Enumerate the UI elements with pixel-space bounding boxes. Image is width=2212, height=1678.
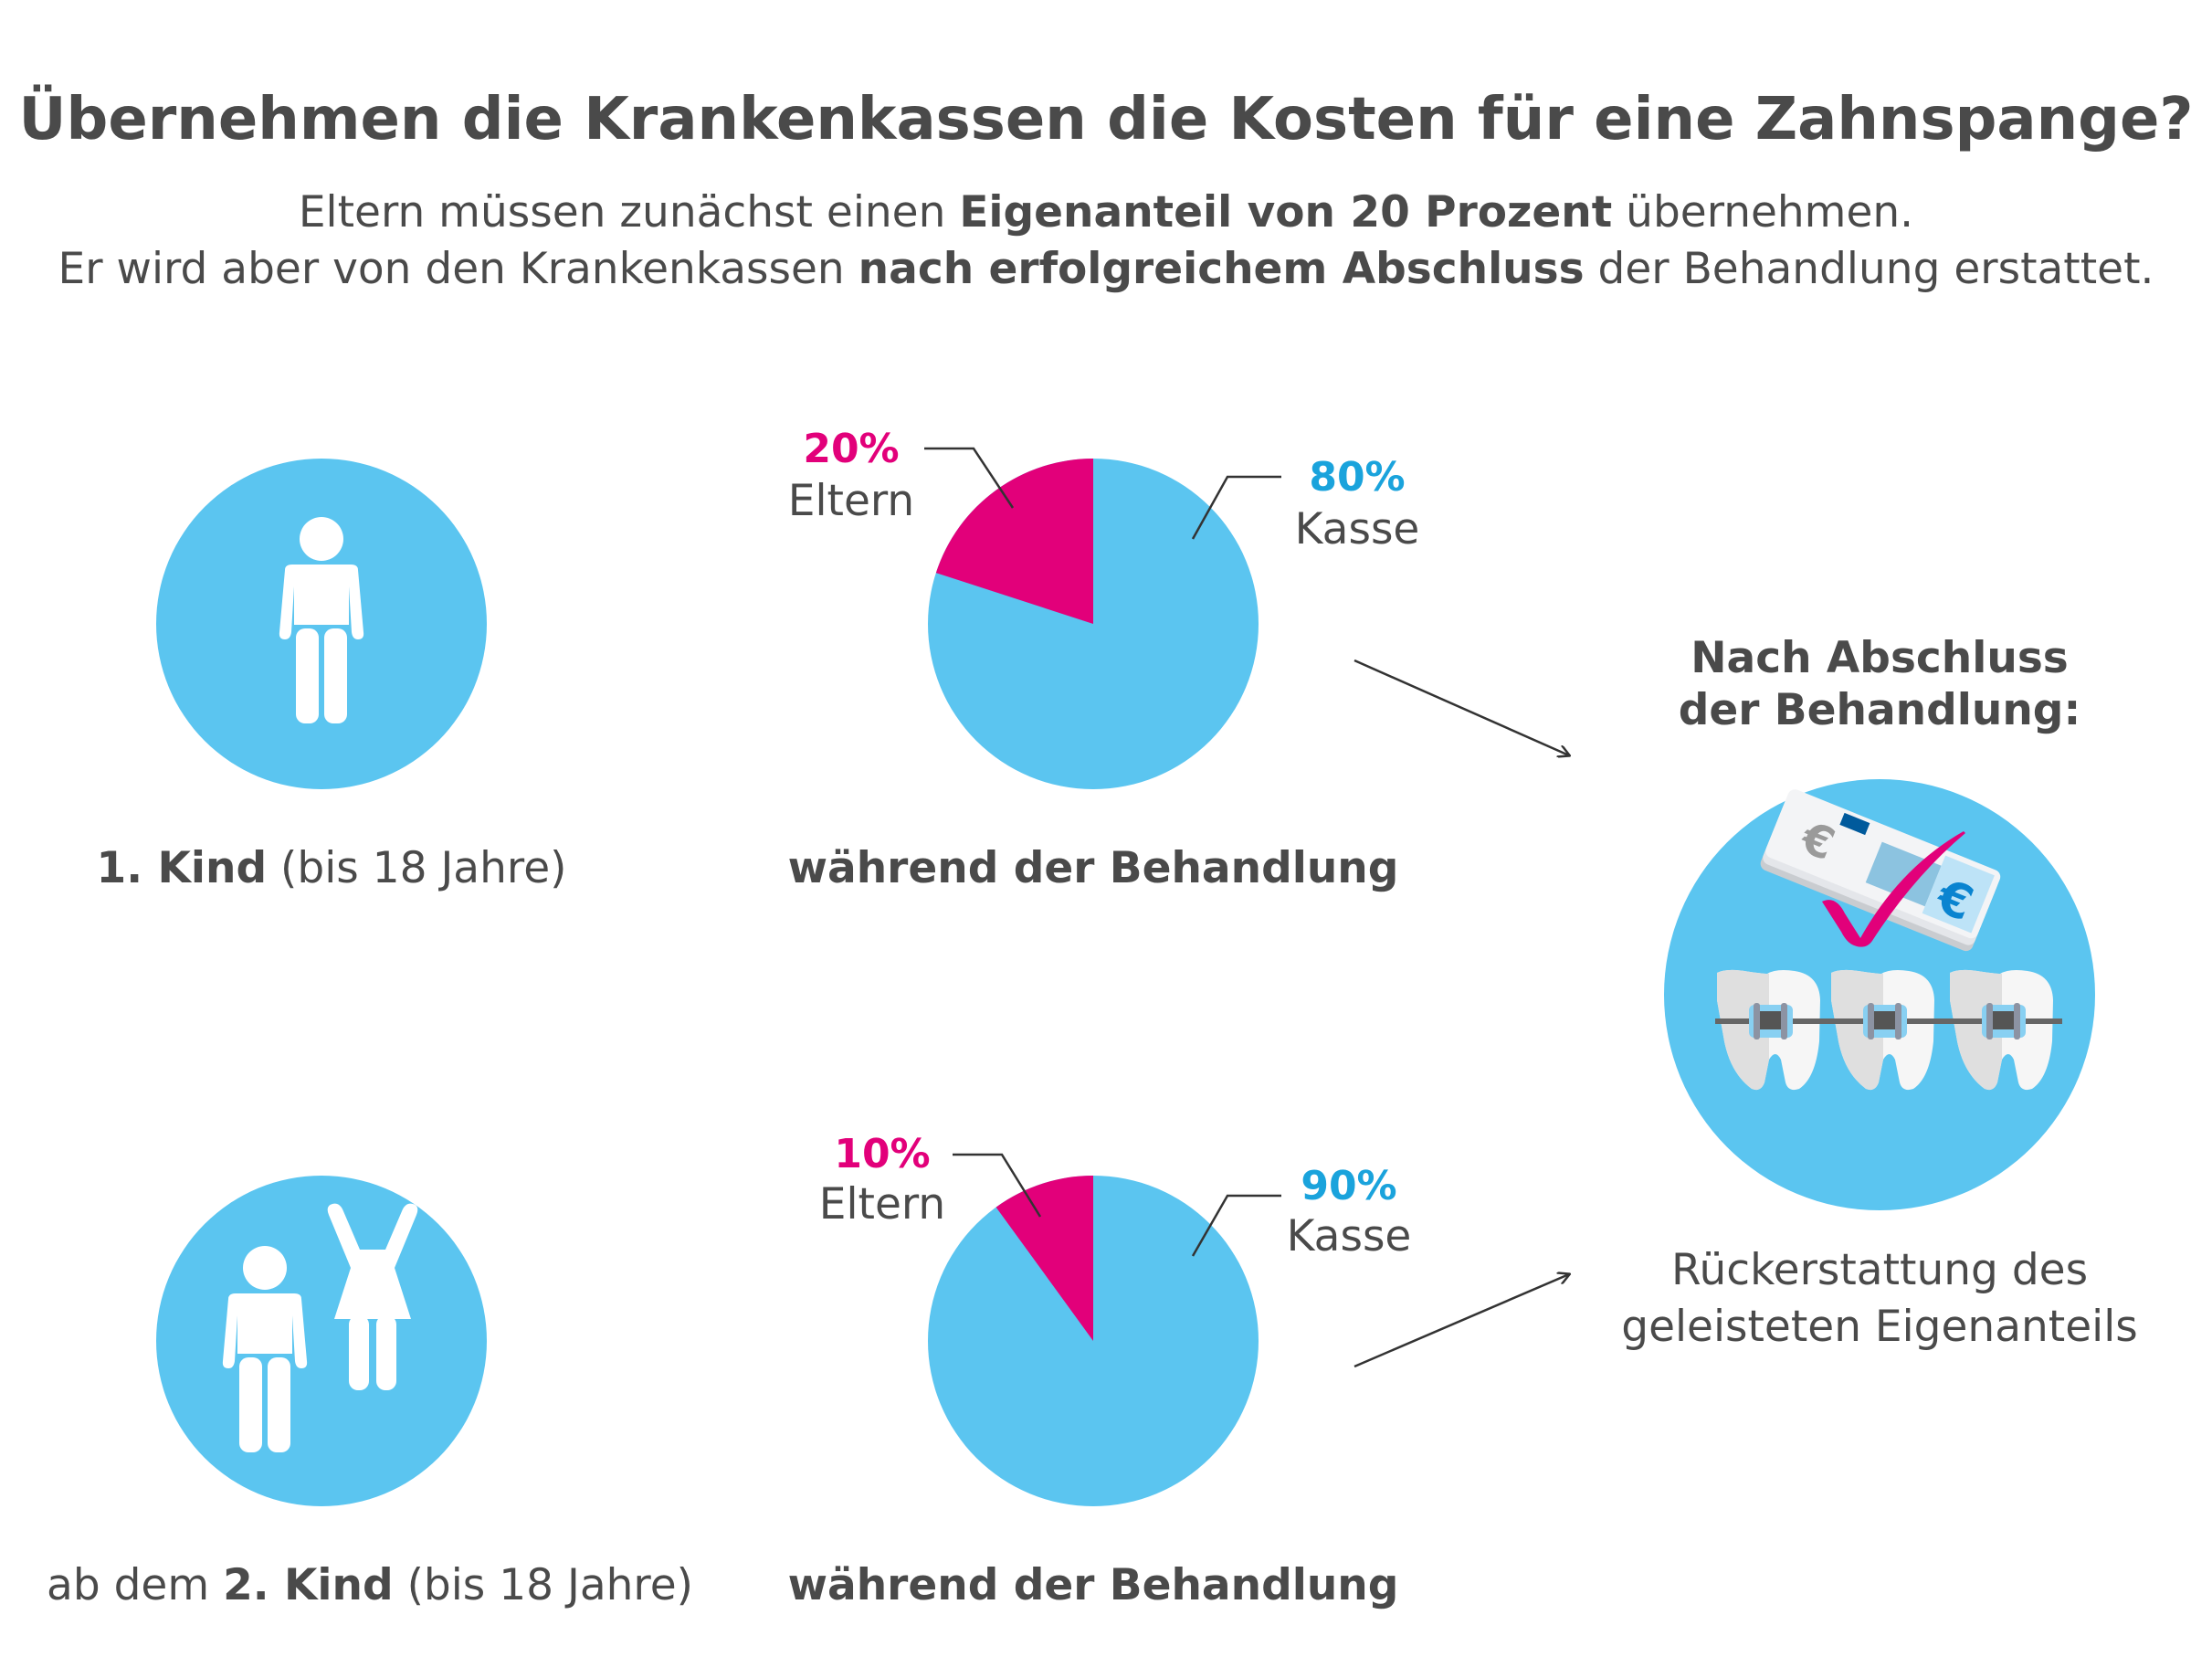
subtitle-line-2: Er wird aber von den Krankenkassen nach … <box>58 244 2154 294</box>
pie-slice-eltern <box>995 1176 1093 1341</box>
two-children-icon <box>222 1203 418 1452</box>
teeth-with-braces-icon <box>1715 969 2062 1091</box>
leader-line-kasse <box>1191 1194 1281 1257</box>
kasse-value: 80% <box>1309 454 1405 501</box>
money-icon: € € <box>1760 789 2001 952</box>
eltern-value: 20% <box>803 426 899 472</box>
kasse-value: 90% <box>1301 1163 1396 1209</box>
kasse-label: Kasse <box>1295 504 1420 554</box>
row2-caption: ab dem 2. Kind (bis 18 Jahre) <box>47 1560 693 1610</box>
result-caption-line-2: geleisteten Eigenanteils <box>1621 1302 2138 1352</box>
pie-chart-second-child <box>928 1176 1259 1506</box>
leader-line-eltern <box>924 447 1015 509</box>
result-caption-line-1: Rückerstattung des <box>1671 1245 2088 1295</box>
result-heading-line-1: Nach Abschluss <box>1691 633 2069 683</box>
pie-caption: während der Behandlung <box>788 1560 1399 1610</box>
arrow-icon <box>1354 1274 1569 1368</box>
pie-chart-first-child <box>928 459 1259 789</box>
page-title: Übernehmen die Krankenkassen die Kosten … <box>19 84 2194 153</box>
leader-line-eltern <box>953 1153 1042 1218</box>
leader-line-kasse <box>1191 475 1281 540</box>
eltern-value: 10% <box>834 1131 930 1177</box>
pie-slice-eltern <box>935 459 1093 624</box>
pie-caption: während der Behandlung <box>788 843 1399 893</box>
arrow-icon <box>1354 659 1569 755</box>
kasse-label: Kasse <box>1287 1211 1412 1261</box>
eltern-label: Eltern <box>819 1179 945 1229</box>
row1-caption: 1. Kind (bis 18 Jahre) <box>97 843 567 893</box>
children-circle <box>156 1176 487 1506</box>
result-heading-line-2: der Behandlung: <box>1679 685 2081 735</box>
checkmark-icon <box>1822 831 1965 947</box>
eltern-label: Eltern <box>788 476 914 526</box>
subtitle-line-1: Eltern müssen zunächst einen Eigenanteil… <box>299 187 1913 237</box>
